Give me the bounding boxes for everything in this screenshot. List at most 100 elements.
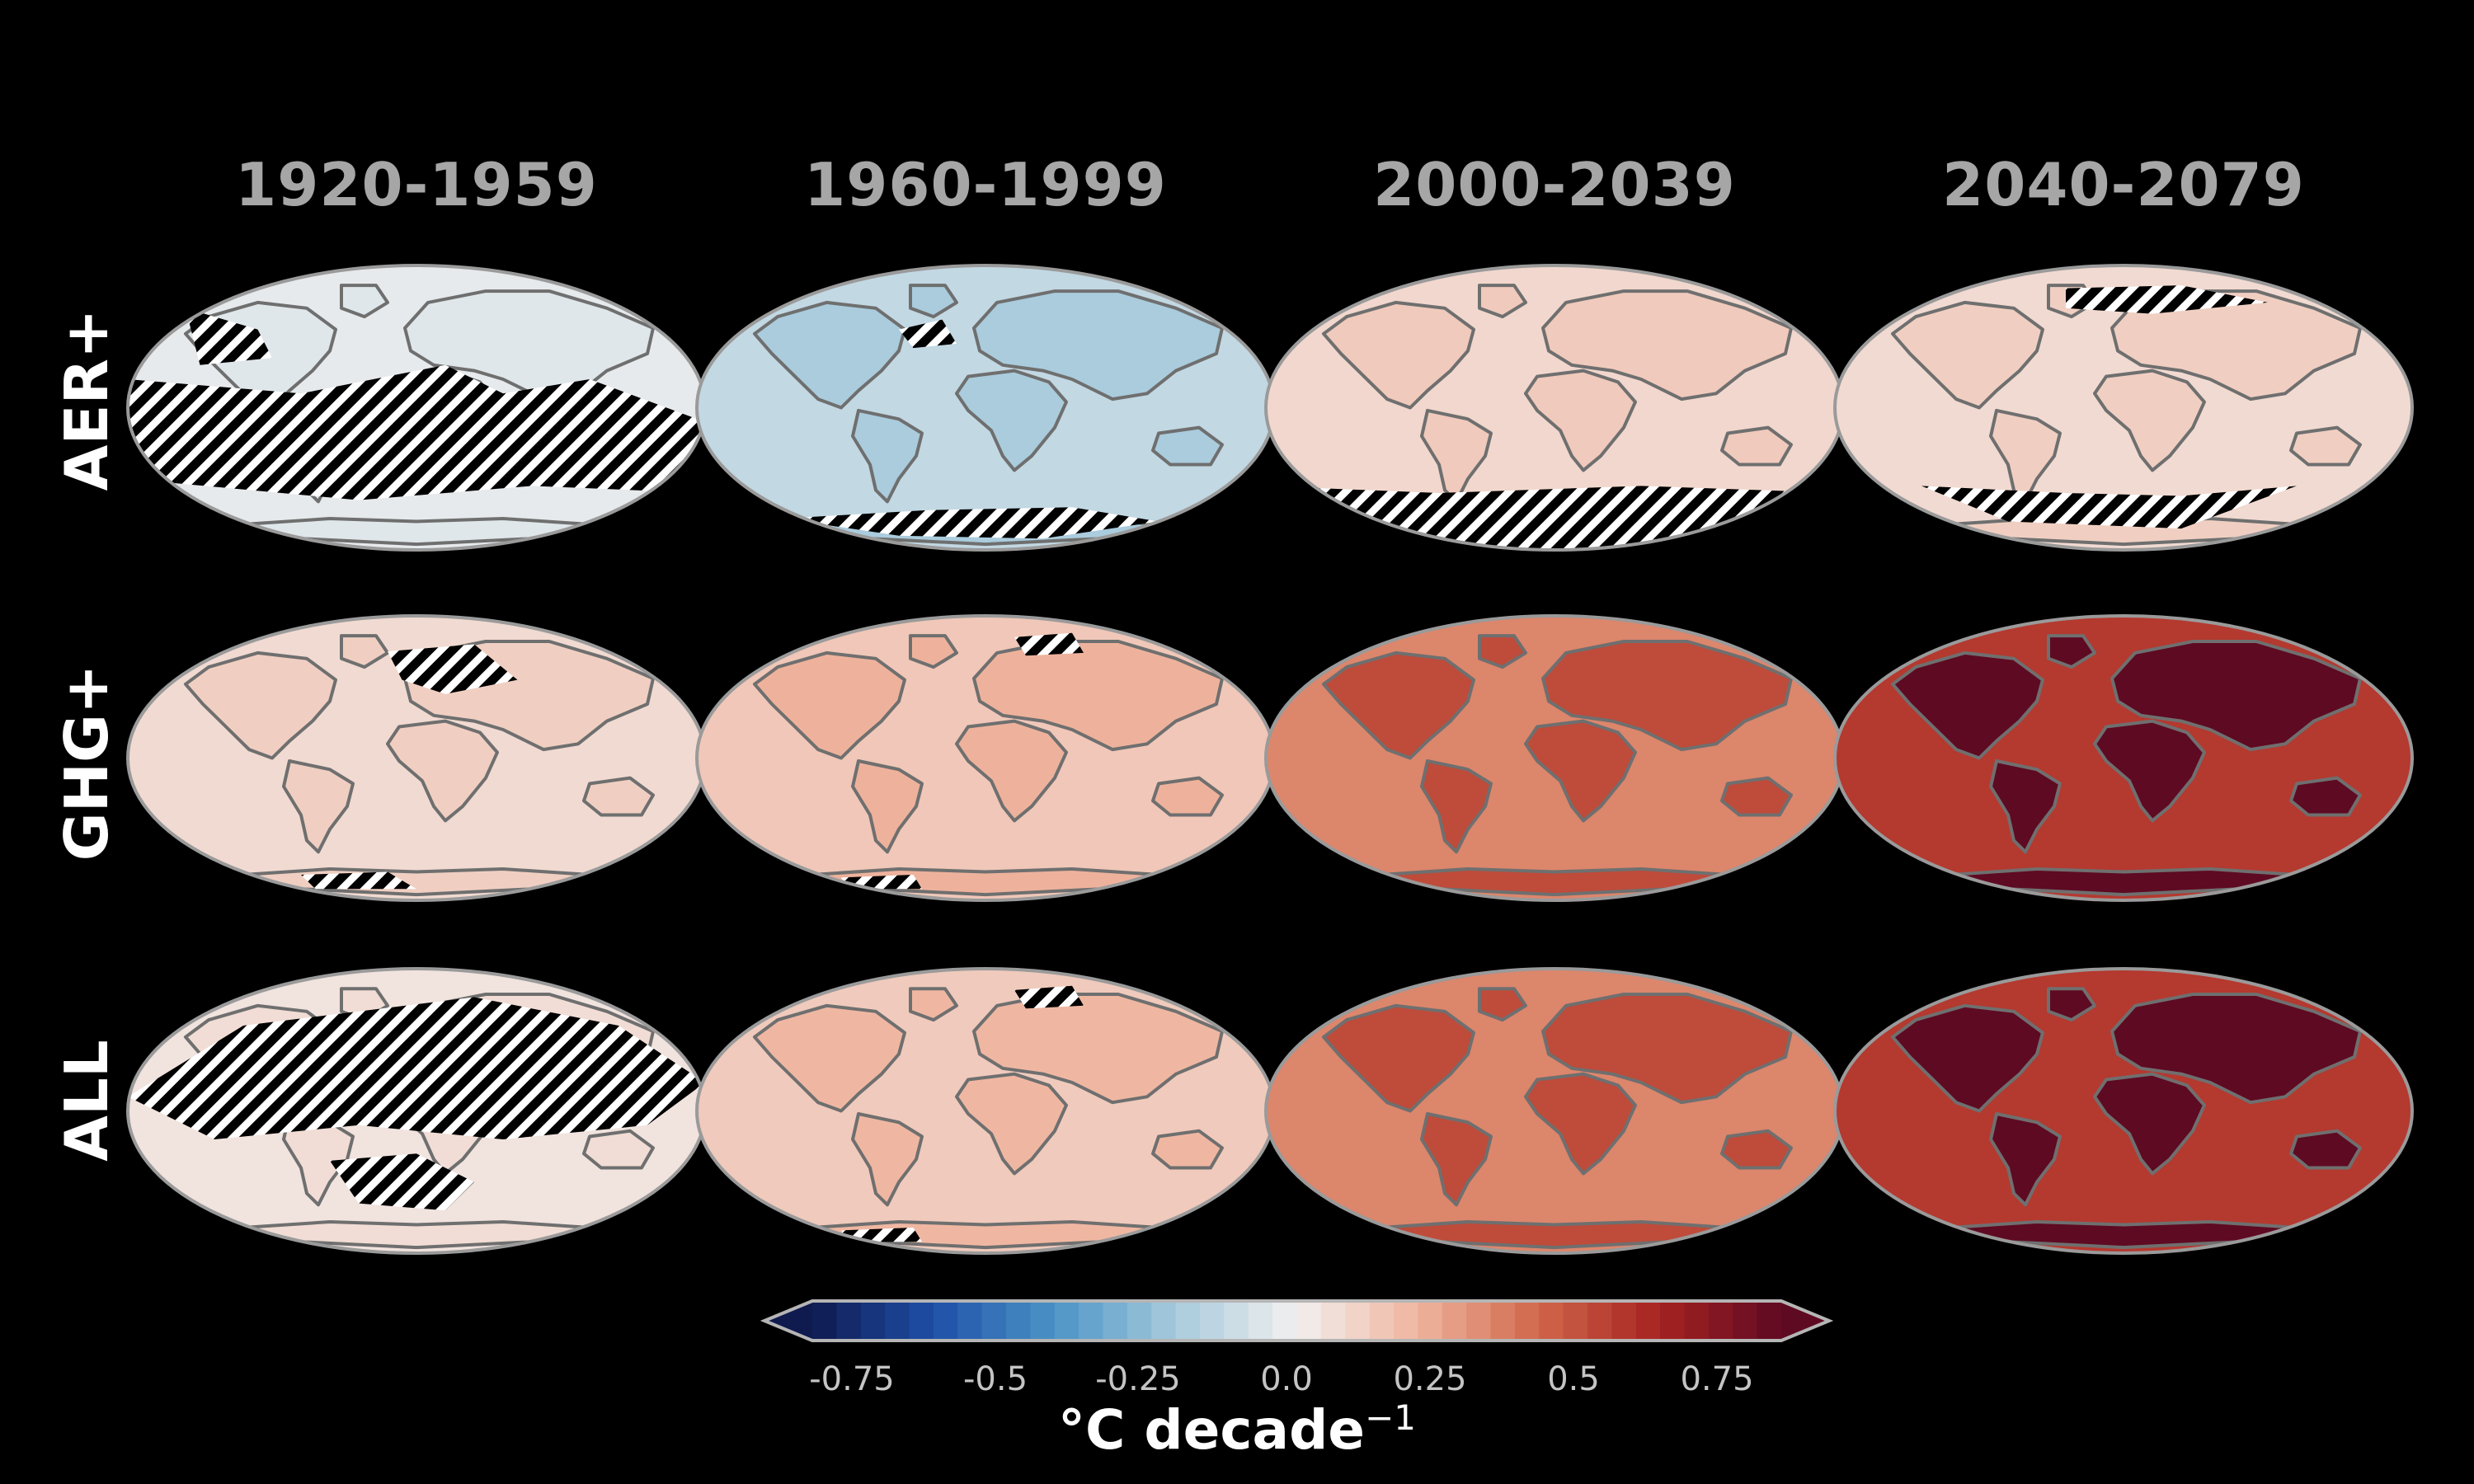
colorbar-segment	[933, 1301, 959, 1341]
colorbar-segment	[909, 1301, 934, 1341]
colorbar-segment	[1369, 1301, 1395, 1341]
colorbar-segment	[1635, 1301, 1661, 1341]
colorbar-segment	[1733, 1301, 1758, 1341]
continent-outline	[1949, 1220, 2298, 1250]
colorbar-segment	[1394, 1301, 1419, 1341]
map-panel	[695, 614, 1276, 902]
continent-outline	[1478, 284, 1527, 319]
hatching	[1014, 985, 1084, 1009]
continent-outline	[242, 867, 591, 897]
continent-outline	[2289, 1129, 2362, 1170]
colorbar-segment	[1466, 1301, 1492, 1341]
colorbar-tick-label: 0.5	[1547, 1360, 1600, 1398]
continent-outline	[1420, 1112, 1493, 1207]
continent-outline	[2047, 634, 2096, 669]
continent-outline	[242, 1220, 591, 1250]
map-panel	[126, 614, 707, 902]
colorbar-segment	[1345, 1301, 1371, 1341]
colorbar-segment	[1272, 1301, 1298, 1341]
column-title-1960-1999: 1960-1999	[804, 150, 1167, 219]
continent-outline	[909, 284, 958, 319]
colorbar-segment	[1248, 1301, 1273, 1341]
colorbar-tick-label: 0.0	[1260, 1360, 1313, 1398]
continent-outline	[1949, 867, 2298, 897]
continent-outline	[2289, 776, 2362, 817]
hatching	[1921, 486, 2297, 529]
hatching	[2066, 285, 2268, 314]
continent-outline	[1720, 776, 1793, 817]
colorbar-segment	[1151, 1301, 1177, 1341]
map-outline	[1833, 967, 2414, 1255]
colorbar-outline	[760, 1299, 1834, 1342]
colorbar-tick-label: -0.5	[962, 1360, 1028, 1398]
colorbar-segment	[981, 1301, 1007, 1341]
continent-outline	[909, 634, 958, 669]
continent-outline	[1989, 408, 2062, 504]
colorbar-segment	[836, 1301, 862, 1341]
continent-outline	[1322, 650, 1475, 760]
continent-outline	[1524, 1072, 1637, 1176]
colorbar-segment	[1587, 1301, 1613, 1341]
colorbar-segment	[1175, 1301, 1201, 1341]
colorbar-segment	[1514, 1301, 1540, 1341]
continent-outline	[1989, 1112, 2062, 1207]
continent-outline	[1322, 1003, 1475, 1113]
hatching	[128, 997, 705, 1139]
continent-outline	[1524, 719, 1637, 823]
map-panel	[695, 967, 1276, 1255]
continent-outline	[1524, 369, 1637, 472]
colorbar-segment	[1006, 1301, 1032, 1341]
colorbar-label-text: °C decade	[1057, 1398, 1366, 1462]
colorbar-extend-min	[764, 1301, 812, 1341]
map-panel	[695, 264, 1276, 552]
colorbar-segment	[1079, 1301, 1104, 1341]
colorbar-segment	[885, 1301, 910, 1341]
continent-outline	[972, 289, 1224, 402]
hatching	[186, 308, 272, 365]
continent-outline	[909, 987, 958, 1022]
continent-outline	[851, 408, 924, 504]
continent-outline	[2110, 640, 2362, 752]
continent-outline	[1322, 300, 1475, 410]
continent-outline	[753, 1003, 906, 1113]
colorbar-segment	[1684, 1301, 1710, 1341]
continent-outline	[955, 1072, 1068, 1176]
continent-outline	[2093, 369, 2206, 472]
colorbar-tick-label: 0.75	[1680, 1360, 1754, 1398]
continent-outline	[2289, 425, 2362, 467]
continent-outline	[582, 1129, 655, 1170]
column-title-1920-1959: 1920-1959	[235, 150, 598, 219]
hatching	[388, 644, 518, 694]
continent-outline	[753, 650, 906, 760]
colorbar-segment	[1418, 1301, 1443, 1341]
continent-outline	[1891, 650, 2044, 760]
continent-outline	[1891, 300, 2044, 410]
colorbar-segment	[860, 1301, 886, 1341]
continent-outline	[851, 1112, 924, 1207]
continent-outline	[2093, 719, 2206, 823]
map-panel	[1264, 967, 1845, 1255]
continent-outline	[1151, 1129, 1224, 1170]
continent-outline	[1380, 1220, 1729, 1250]
colorbar-tick-label: -0.75	[809, 1360, 895, 1398]
map-outline	[1833, 614, 2414, 902]
continent-outline	[1420, 408, 1493, 504]
hatching	[330, 1153, 474, 1211]
continent-outline	[1420, 759, 1493, 854]
continent-outline	[2110, 289, 2362, 402]
continent-outline	[2093, 1072, 2206, 1176]
continent-outline	[1380, 867, 1729, 897]
continent-outline	[2047, 987, 2096, 1022]
colorbar-segment	[1296, 1301, 1322, 1341]
colorbar-tick-label: -0.25	[1095, 1360, 1181, 1398]
colorbar-segment	[812, 1301, 838, 1341]
continent-outline	[1720, 425, 1793, 467]
colorbar-segment	[1054, 1301, 1079, 1341]
colorbar	[760, 1299, 1834, 1342]
continent-outline	[582, 776, 655, 817]
continent-outline	[851, 759, 924, 854]
colorbar-segment	[1490, 1301, 1516, 1341]
column-title-2040-2079: 2040-2079	[1942, 150, 2305, 219]
map-panel	[1264, 614, 1845, 902]
